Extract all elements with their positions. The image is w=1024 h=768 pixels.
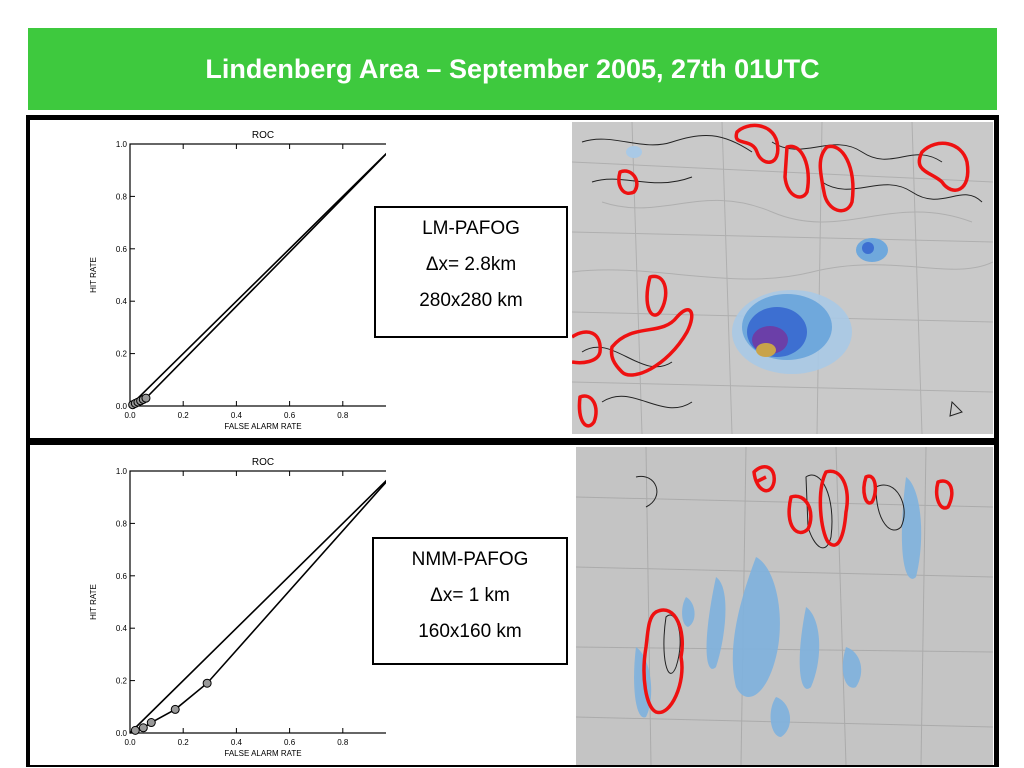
y-tick-label: 0.0 [116, 729, 128, 738]
y-tick-label: 0.6 [116, 245, 128, 254]
roc-chart-svg: ROC0.00.20.40.60.81.00.00.20.40.60.81.0F… [89, 130, 386, 431]
y-tick-label: 0.6 [116, 572, 128, 581]
roc-point [170, 704, 180, 714]
roc-chart-svg: ROC0.00.20.40.60.81.00.00.20.40.60.81.0F… [89, 457, 386, 758]
y-tick-label: 0.0 [116, 402, 128, 411]
y-tick-label: 0.8 [116, 192, 128, 201]
fog-map-image [576, 447, 993, 765]
plot-frame [129, 143, 386, 407]
chart-title: ROC [252, 457, 274, 468]
model-info-box: NMM-PAFOG Δx= 1 km 160x160 km [372, 537, 568, 665]
roc-point [202, 678, 212, 688]
y-tick-label: 0.4 [116, 624, 128, 633]
y-axis-label: HIT RATE [89, 584, 98, 620]
roc-point [130, 725, 140, 735]
page-title: Lindenberg Area – September 2005, 27th 0… [205, 53, 820, 84]
roc-point [138, 723, 148, 733]
x-tick-label: 0.2 [178, 738, 190, 747]
y-tick-label: 0.8 [116, 519, 128, 528]
roc-series-line-1 [129, 481, 386, 734]
model-info-box: LM-PAFOG Δx= 2.8km 280x280 km [374, 206, 568, 338]
y-tick-label: 0.2 [116, 350, 128, 359]
roc-chart-nmm: ROC0.00.20.40.60.81.00.00.20.40.60.81.0F… [66, 451, 386, 761]
x-tick-label: 0.0 [124, 411, 136, 420]
roc-point [146, 718, 156, 728]
panel-lm-pafog: ROC0.00.20.40.60.81.00.00.20.40.60.81.0F… [30, 120, 994, 438]
roc-series-line-0 [129, 479, 386, 734]
roc-series-line-0 [129, 152, 386, 407]
x-tick-label: 0.4 [231, 738, 243, 747]
model-name: LM-PAFOG [422, 218, 520, 239]
model-resolution: Δx= 2.8km [425, 254, 517, 275]
model-resolution: Δx= 1 km [430, 585, 510, 606]
panel-nmm-pafog: ROC0.00.20.40.60.81.00.00.20.40.60.81.0F… [30, 445, 994, 765]
title-bar: Lindenberg Area – September 2005, 27th 0… [28, 28, 997, 110]
x-tick-label: 0.6 [284, 411, 296, 420]
model-domain: 280x280 km [419, 290, 523, 311]
x-tick-label: 0.0 [124, 738, 136, 747]
roc-series-line-1 [129, 153, 386, 407]
x-axis-label: FALSE ALARM RATE [224, 749, 301, 758]
y-tick-label: 1.0 [116, 467, 128, 476]
model-domain: 160x160 km [418, 621, 522, 642]
x-axis-label: FALSE ALARM RATE [224, 422, 301, 431]
x-tick-label: 0.4 [231, 411, 243, 420]
fog-map-nmm [576, 447, 993, 765]
chart-title: ROC [252, 130, 274, 141]
roc-chart-lm: ROC0.00.20.40.60.81.00.00.20.40.60.81.0F… [66, 124, 386, 434]
x-tick-label: 0.6 [284, 738, 296, 747]
y-tick-label: 0.4 [116, 297, 128, 306]
fog-map-image [572, 122, 993, 434]
roc-point [141, 393, 151, 403]
content-frame: ROC 0.0 0.2 0.4 0.6 0.8 1.0 0.0 0.2 0.4 0.6 0.8 1.0 F… [26, 115, 999, 767]
y-tick-label: 0.2 [116, 677, 128, 686]
fog-map-lm [572, 122, 993, 434]
y-axis-label: HIT RATE [89, 257, 98, 293]
x-tick-label: 0.8 [337, 738, 349, 747]
y-tick-label: 1.0 [116, 140, 128, 149]
plot-frame [129, 470, 386, 734]
model-name: NMM-PAFOG [411, 549, 529, 570]
x-tick-label: 0.8 [337, 411, 349, 420]
x-tick-label: 0.2 [178, 411, 190, 420]
